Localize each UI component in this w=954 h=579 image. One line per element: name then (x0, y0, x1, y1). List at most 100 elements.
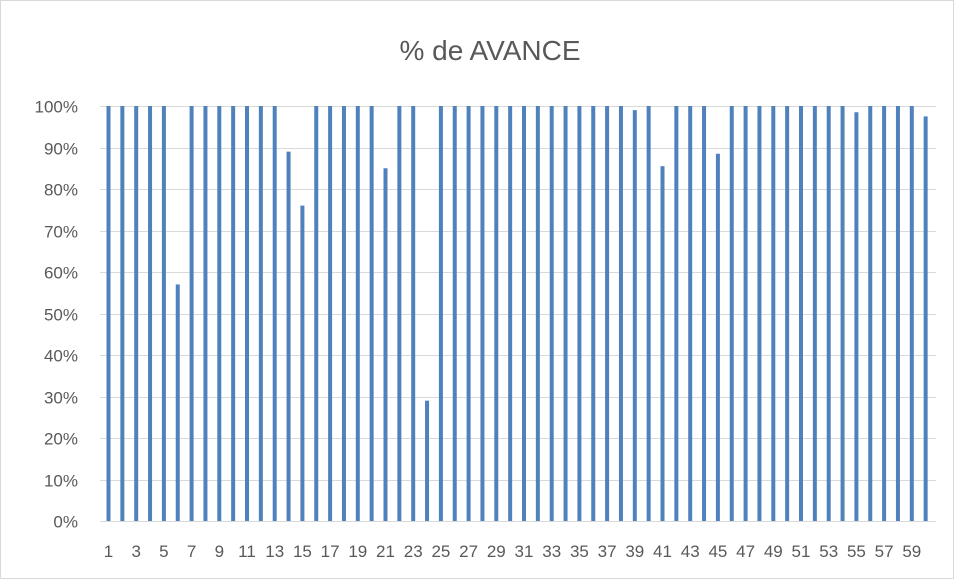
bar-6 (175, 284, 180, 521)
y-tick-label: 20% (44, 430, 78, 449)
bar-10 (231, 106, 236, 521)
bar-30 (508, 106, 513, 521)
bar-59 (909, 106, 914, 521)
bar-13 (272, 106, 277, 521)
bar-8 (203, 106, 208, 521)
x-tick-label: 45 (708, 542, 727, 561)
bar-17 (328, 106, 333, 521)
bar-52 (812, 106, 817, 521)
bar-44 (702, 106, 707, 521)
bar-34 (563, 106, 568, 521)
x-tick-label: 55 (847, 542, 866, 561)
bar-23 (411, 106, 416, 521)
x-tick-label: 29 (487, 542, 506, 561)
y-tick-label: 60% (44, 264, 78, 283)
bar-47 (743, 106, 748, 521)
bar-31 (522, 106, 526, 521)
x-tick-label: 41 (653, 542, 672, 561)
x-tick-label: 53 (819, 542, 838, 561)
bar-35 (577, 106, 582, 521)
x-tick-label: 7 (187, 542, 196, 561)
bar-43 (688, 106, 693, 521)
bar-45 (715, 153, 720, 522)
y-tick-label: 10% (44, 472, 78, 491)
x-tick-label: 19 (348, 542, 367, 561)
bar-9 (217, 106, 222, 521)
bar-11 (245, 106, 249, 521)
x-tick-label: 27 (459, 542, 478, 561)
x-tick-label: 35 (570, 542, 589, 561)
x-tick-label: 33 (542, 542, 561, 561)
bar-40 (646, 106, 651, 521)
chart-title: % de AVANCE (399, 35, 580, 66)
bar-5 (161, 106, 166, 521)
y-axis-ticks: 0% 10% 20% 30% 40% 50% 60% 70% 80% 90% 100% (35, 98, 78, 532)
y-tick-label: 70% (44, 223, 78, 242)
bar-39 (632, 110, 637, 522)
bar-38 (618, 106, 623, 521)
x-tick-label: 59 (902, 542, 921, 561)
bar-27 (466, 106, 471, 521)
y-tick-label: 0% (53, 513, 78, 532)
y-tick-label: 40% (44, 347, 78, 366)
bar-57 (882, 106, 887, 521)
bar-15 (300, 205, 305, 521)
bar-56 (868, 106, 873, 521)
bar-16 (314, 106, 319, 521)
bar-54 (840, 106, 845, 521)
x-tick-label: 9 (215, 542, 224, 561)
bar-24 (425, 400, 430, 521)
bar-2 (120, 106, 125, 521)
bar-32 (535, 106, 540, 521)
x-tick-label: 11 (238, 542, 256, 561)
x-tick-label: 5 (159, 542, 168, 561)
x-tick-label: 49 (764, 542, 783, 561)
bar-1 (106, 106, 111, 521)
x-tick-label: 1 (104, 542, 113, 561)
x-tick-label: 57 (875, 542, 894, 561)
bar-7 (189, 106, 194, 521)
bar-4 (148, 106, 153, 521)
x-tick-label: 25 (431, 542, 450, 561)
x-tick-label: 43 (681, 542, 700, 561)
bar-36 (591, 106, 596, 521)
bar-33 (549, 106, 554, 521)
bar-42 (674, 106, 679, 521)
y-tick-label: 80% (44, 181, 78, 200)
gridlines (100, 106, 936, 522)
x-tick-label: 21 (376, 542, 395, 561)
x-tick-label: 3 (131, 542, 140, 561)
bar-12 (258, 106, 263, 521)
bar-51 (799, 106, 803, 521)
bar-58 (895, 106, 900, 521)
x-tick-label: 51 (792, 542, 811, 561)
bar-28 (480, 106, 485, 521)
bar-48 (757, 106, 762, 521)
bar-49 (771, 106, 776, 521)
bar-14 (286, 151, 291, 521)
bar-3 (134, 106, 139, 521)
bar-60 (923, 116, 928, 522)
y-tick-label: 30% (44, 389, 78, 408)
y-tick-label: 50% (44, 306, 78, 325)
bar-26 (452, 106, 457, 521)
x-tick-label: 15 (293, 542, 312, 561)
x-tick-label: 37 (598, 542, 617, 561)
bar-46 (729, 106, 734, 521)
bar-20 (369, 106, 374, 521)
bar-18 (341, 106, 346, 521)
bar-55 (854, 112, 859, 521)
x-tick-label: 31 (515, 542, 534, 561)
bar-25 (438, 106, 443, 521)
y-tick-label: 100% (35, 98, 78, 117)
x-tick-label: 39 (625, 542, 644, 561)
bar-53 (826, 106, 831, 521)
bar-50 (785, 106, 790, 521)
x-tick-label: 47 (736, 542, 755, 561)
bar-41 (660, 166, 665, 521)
x-tick-label: 17 (321, 542, 340, 561)
bar-21 (383, 168, 388, 521)
y-tick-label: 90% (44, 140, 78, 159)
x-tick-label: 23 (404, 542, 423, 561)
